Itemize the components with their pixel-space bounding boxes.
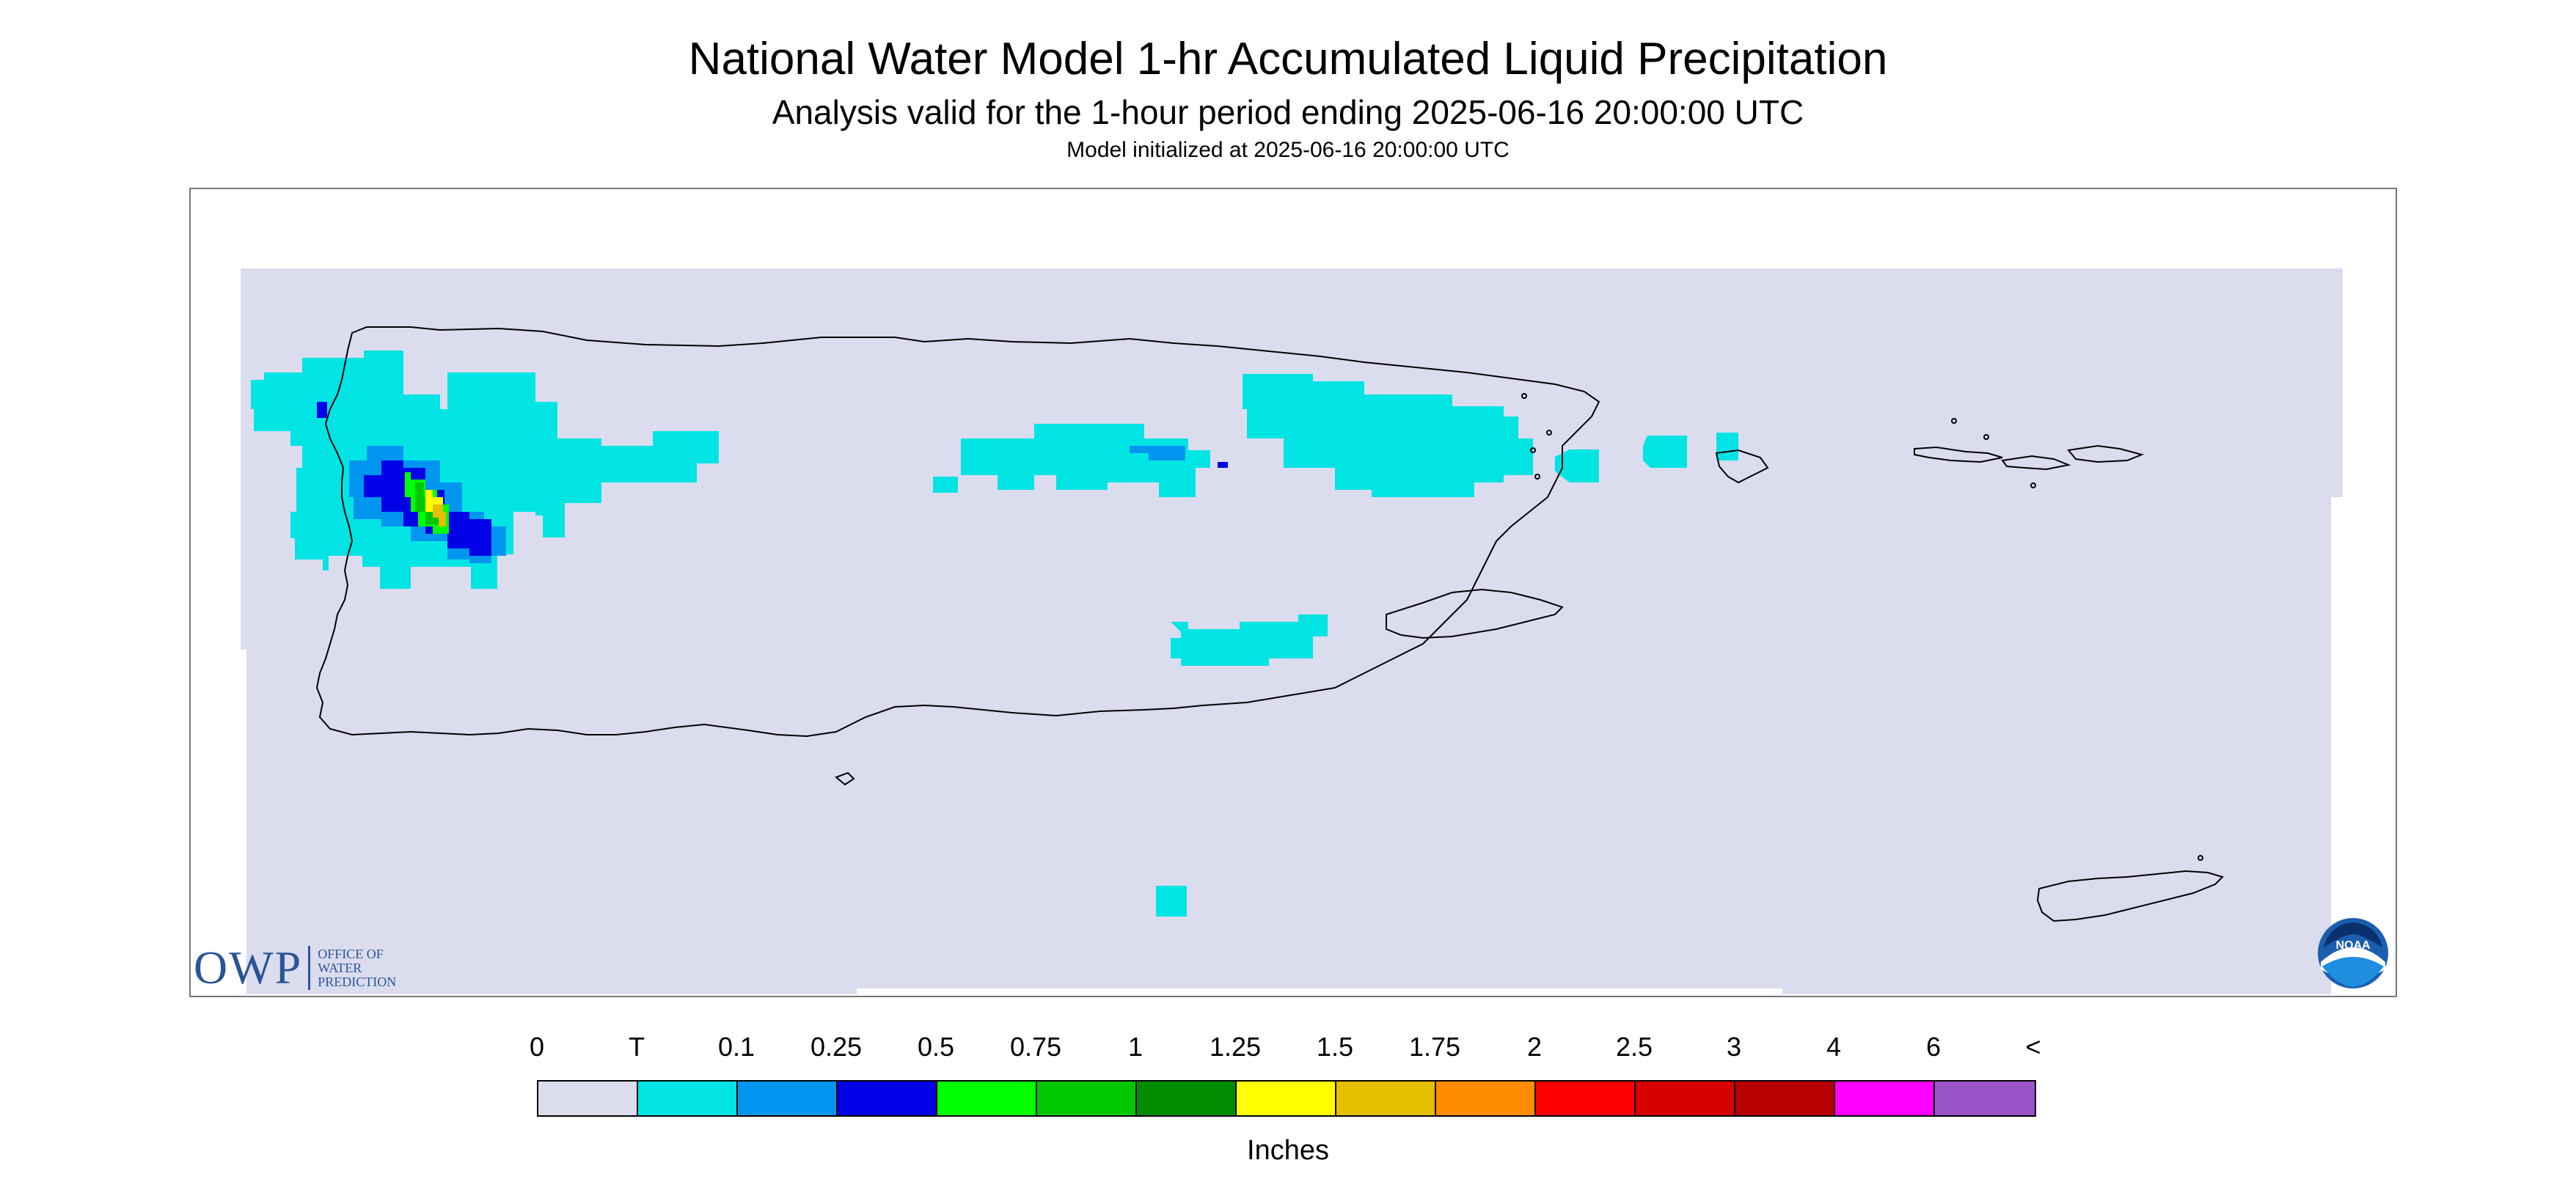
owp-logo-caption: Office of Water Prediction xyxy=(318,947,396,989)
precip-gold-areas xyxy=(433,504,446,526)
legend-swatch xyxy=(738,1082,838,1115)
legend-swatch xyxy=(1037,1082,1137,1115)
legend-tick-label: 0 xyxy=(529,1032,545,1062)
legend-tick-label: < xyxy=(2025,1032,2041,1062)
legend-swatch xyxy=(1237,1082,1336,1115)
legend-swatch xyxy=(1835,1082,1935,1115)
coastline-outlines xyxy=(315,326,2224,922)
legend-units-label: Inches xyxy=(1247,1135,1329,1166)
model-init-text: Model initialized at 2025-06-16 20:00:00… xyxy=(1066,138,1510,162)
map-svg: OWP Office of Water Prediction NOAA xyxy=(194,268,2388,994)
legend-tick-label: 4 xyxy=(1826,1032,1842,1062)
legend-colorbar xyxy=(537,1080,2036,1117)
legend-tick-labels: 0 T 0.1 0.25 0.5 0.75 1 1.25 1.5 1.75 2 2.5 3 4 6 < xyxy=(0,1034,2576,1071)
legend-tick-label: 6 xyxy=(1925,1032,1942,1062)
st-thomas-coastline xyxy=(1914,446,2003,463)
legend-tick-label: 1.25 xyxy=(1209,1032,1262,1062)
precip-trace-areas xyxy=(251,350,1738,917)
legend-tick-label: 1 xyxy=(1127,1032,1144,1062)
noaa-logo: NOAA xyxy=(2318,918,2388,988)
legend-swatch xyxy=(1436,1082,1536,1115)
legend-swatch xyxy=(838,1082,937,1115)
legend-tick-label: 0.1 xyxy=(717,1032,755,1062)
culebra-coastline xyxy=(1715,449,1769,484)
owp-caption-line-2: Water xyxy=(318,960,362,975)
puerto-rico-coastline xyxy=(315,326,1600,738)
st-john-coastline xyxy=(2001,455,2071,471)
vieques-coastline xyxy=(1386,588,1564,639)
legend-tick-label: 2 xyxy=(1526,1032,1543,1062)
legend-swatch xyxy=(638,1082,738,1115)
small-islets xyxy=(1521,393,2203,861)
owp-logo-divider xyxy=(308,946,311,990)
mona-island-coastline xyxy=(835,771,855,786)
legend-tick-label: 0.5 xyxy=(917,1032,955,1062)
legend-tick-label: T xyxy=(629,1032,645,1062)
legend-tick-label: 0.25 xyxy=(810,1032,863,1062)
precipitation-map: OWP Office of Water Prediction NOAA xyxy=(189,188,2397,997)
st-croix-coastline xyxy=(2036,870,2224,922)
owp-logo-text: OWP xyxy=(194,944,303,994)
owp-caption-line-1: Office of xyxy=(318,946,384,961)
legend-tick-label: 2.5 xyxy=(1615,1032,1653,1062)
legend-tick-label: 1.75 xyxy=(1408,1032,1461,1062)
legend-swatch xyxy=(538,1082,638,1115)
legend-tick-label: 0.75 xyxy=(1009,1032,1062,1062)
legend-swatch xyxy=(1935,1082,2035,1115)
legend-swatch xyxy=(1536,1082,1636,1115)
legend-swatch xyxy=(1636,1082,1735,1115)
noaa-logo-text: NOAA xyxy=(2335,939,2371,952)
legend-tick-label: 3 xyxy=(1726,1032,1742,1062)
legend-tick-label: 1.5 xyxy=(1316,1032,1354,1062)
owp-caption-line-3: Prediction xyxy=(318,974,397,989)
tortola-coastline xyxy=(2067,444,2145,463)
legend-swatch xyxy=(937,1082,1037,1115)
chart-title: National Water Model 1-hr Accumulated Li… xyxy=(688,34,1888,84)
legend-swatch xyxy=(1137,1082,1237,1115)
owp-logo-group: OWP Office of Water Prediction xyxy=(194,944,396,994)
chart-subtitle: Analysis valid for the 1-hour period end… xyxy=(772,93,1804,131)
legend-swatch xyxy=(1735,1082,1835,1115)
legend-swatch xyxy=(1336,1082,1436,1115)
